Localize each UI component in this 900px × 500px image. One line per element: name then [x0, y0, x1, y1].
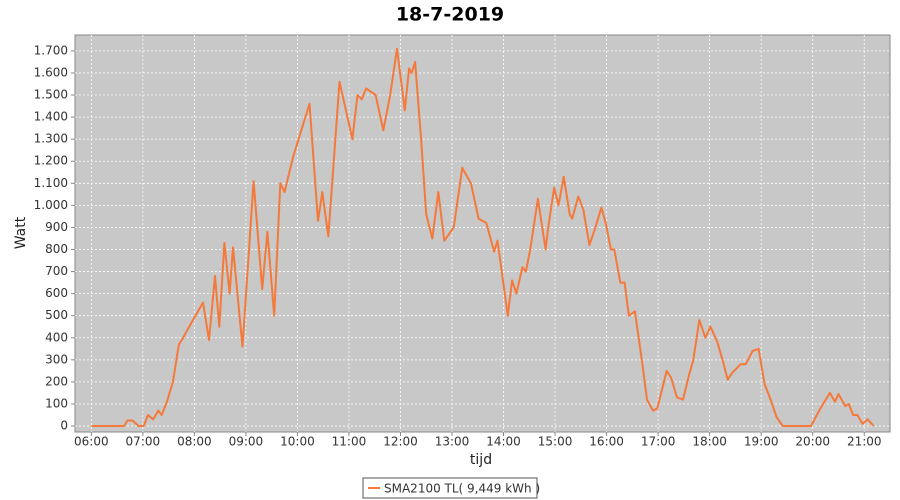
- y-tick-label: 1.000: [34, 198, 68, 212]
- chart-title: 18-7-2019: [396, 4, 504, 26]
- y-tick-label: 300: [45, 352, 68, 366]
- y-tick-label: 700: [45, 264, 68, 278]
- y-tick-label: 1.300: [34, 132, 68, 146]
- data-line: [91, 47, 875, 427]
- legend: [362, 477, 538, 499]
- y-tick-label: 1.600: [34, 65, 68, 79]
- y-tick-label: 1.500: [34, 88, 68, 102]
- y-tick-label: 600: [45, 286, 68, 300]
- x-tick-label: 17:00: [641, 435, 676, 449]
- x-tick-label: 11:00: [332, 435, 367, 449]
- legend-label: SMA2100 TL( 9,449 kWh ): [384, 482, 540, 496]
- x-tick-label: 08:00: [177, 435, 212, 449]
- x-tick-label: 19:00: [744, 435, 779, 449]
- x-tick-label: 06:00: [74, 435, 109, 449]
- y-tick-label: 500: [45, 308, 68, 322]
- y-tick-label: 800: [45, 242, 68, 256]
- x-tick-label: 16:00: [589, 435, 624, 449]
- y-tick-label: 1.100: [34, 176, 68, 190]
- y-tick-label: 900: [45, 220, 68, 234]
- x-tick-label: 13:00: [435, 435, 470, 449]
- x-tick-label: 14:00: [486, 435, 521, 449]
- x-tick-label: 10:00: [280, 435, 315, 449]
- y-tick-label: 0: [60, 419, 68, 433]
- x-tick-label: 09:00: [229, 435, 264, 449]
- x-tick-label: 20:00: [795, 435, 830, 449]
- x-tick-label: 18:00: [692, 435, 727, 449]
- y-tick-label: 1.200: [34, 154, 68, 168]
- y-tick-label: 1.400: [34, 110, 68, 124]
- y-tick-label: 200: [45, 374, 68, 388]
- x-axis-label: tijd: [470, 452, 492, 468]
- x-tick-label: 12:00: [383, 435, 418, 449]
- y-tick-label: 100: [45, 396, 68, 410]
- y-axis-label: Watt: [13, 216, 29, 249]
- x-tick-label: 07:00: [126, 435, 161, 449]
- x-tick-label: 21:00: [847, 435, 882, 449]
- plot-area: [74, 34, 891, 433]
- x-tick-label: 15:00: [538, 435, 573, 449]
- y-tick-label: 1.700: [34, 43, 68, 57]
- y-tick-label: 400: [45, 330, 68, 344]
